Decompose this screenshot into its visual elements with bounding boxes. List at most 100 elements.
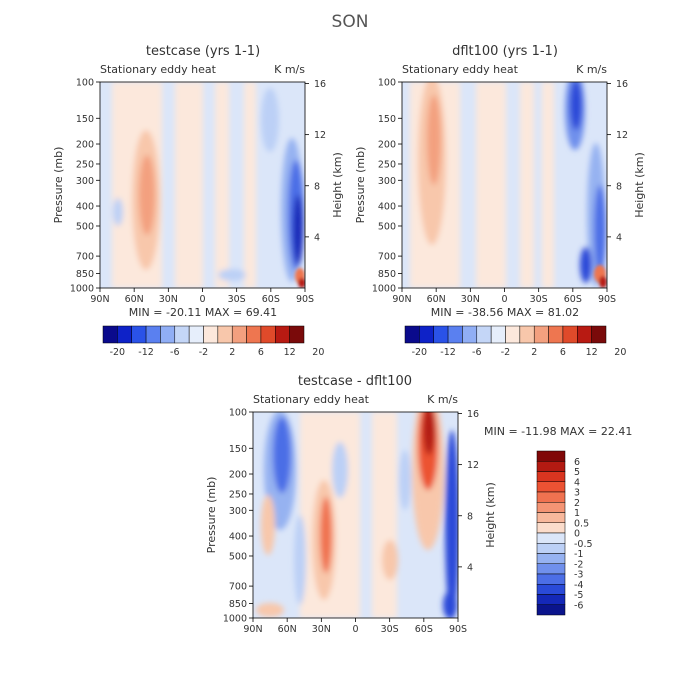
colorbar-label: 0.5 [574,518,589,529]
x-tick-label: 60S [415,624,433,635]
colorbar-label: -6 [170,347,179,358]
y-tick-label: 500 [229,551,247,562]
y-axis-title: Pressure (mb) [205,477,218,554]
x-tick-label: 60N [125,294,144,305]
panel-subtitle: Stationary eddy heat [100,63,217,76]
colorbar-label: 12 [586,347,598,358]
x-tick-label: 30S [228,294,246,305]
panel-units: K m/s [274,63,305,76]
y2-axis-title: Height (km) [484,482,497,548]
y-tick-label: 150 [76,114,94,125]
colorbar-swatch [433,325,449,344]
height-tick-label: 8 [616,181,622,192]
colorbar-swatch [102,325,118,344]
height-tick-label: 8 [467,511,473,522]
colorbar-swatch [536,471,566,482]
colorbar-label: -2 [199,347,208,358]
height-tick-label: 12 [314,130,326,141]
colorbar-label: -12 [138,347,154,358]
y-tick-label: 400 [378,202,396,213]
y-tick-label: 700 [229,582,247,593]
colorbar-swatch [536,481,566,493]
colorbar-swatch [536,522,566,534]
height-tick-label: 16 [314,79,326,90]
y-tick-label: 850 [229,599,247,610]
y-tick-label: 100 [229,408,247,419]
x-tick-label: 30N [159,294,178,305]
colorbar-swatch [117,325,132,344]
height-tick-label: 8 [314,181,320,192]
colorbar-swatch [289,325,305,344]
stats-text: MIN = -11.98 MAX = 22.41 [484,425,632,438]
y-tick-label: 300 [76,176,94,187]
y-tick-label: 200 [229,470,247,481]
x-tick-label: 90S [449,624,467,635]
height-tick-label: 4 [467,562,473,573]
height-tick-label: 16 [616,79,628,90]
x-tick-label: 30S [381,624,399,635]
x-tick-label: 30N [461,294,480,305]
panel-subtitle: Stationary eddy heat [253,393,370,406]
colorbar-swatch [462,325,478,344]
y-tick-label: 100 [378,78,396,89]
colorbar-swatch [591,325,607,344]
y2-axis-title: Height (km) [633,152,646,218]
y-tick-label: 300 [229,506,247,517]
colorbar-swatch [536,461,566,472]
colorbar-swatch [217,325,233,344]
colorbar-label: 6 [258,347,264,358]
x-tick-label: 90S [598,294,616,305]
y-tick-label: 500 [76,221,94,232]
colorbar-label: -20 [110,347,126,358]
x-tick-label: 60S [564,294,582,305]
colorbar-swatch [160,325,176,344]
colorbar: -20 -12 -6 -2 2 6 12 20 [102,325,324,358]
colorbar-swatch [536,604,566,616]
colorbar-label: 5 [574,467,580,478]
y-tick-label: 200 [76,140,94,151]
colorbar-swatch [203,325,219,344]
y-tick-label: 1000 [223,614,247,625]
colorbar-label: -5 [574,590,583,601]
colorbar-swatch [447,325,463,344]
colorbar-swatch [419,325,434,344]
y-axis-title: Pressure (mb) [354,147,367,224]
y-tick-label: 500 [378,221,396,232]
panel-testcase: testcase (yrs 1-1) Stationary eddy heat … [99,44,306,289]
contour-field [402,82,607,288]
colorbar-label: -6 [472,347,481,358]
colorbar-swatch [536,450,566,462]
x-tick-label: 0 [501,294,507,305]
colorbar-swatch [476,325,492,344]
y-axis-title: Pressure (mb) [52,147,65,224]
y-tick-label: 150 [378,114,396,125]
colorbar-label: -0.5 [574,539,593,550]
y-tick-label: 400 [76,202,94,213]
y-tick-label: 850 [76,269,94,280]
colorbar-swatch [536,512,566,523]
main-title: SON [332,12,369,32]
colorbar-swatch [131,325,147,344]
colorbar-label: 12 [284,347,296,358]
colorbar-swatch [536,594,566,605]
x-tick-label: 30S [530,294,548,305]
colorbar-swatch [536,563,566,575]
x-tick-label: 0 [352,624,358,635]
x-tick-label: 60N [427,294,446,305]
colorbar-swatch [519,325,535,344]
colorbar-label: 4 [574,477,580,488]
axes-group: 90N 60N 30N 0 30S 60S 90S 100 150 200 250 300 400 500… [354,78,646,306]
colorbar-label: -20 [412,347,428,358]
colorbar-label: -2 [574,559,583,570]
height-tick-label: 12 [616,130,628,141]
y-tick-label: 250 [76,159,94,170]
height-tick-label: 4 [314,232,320,243]
panel-dflt100: dflt100 (yrs 1-1) Stationary eddy heat K… [401,44,608,289]
y-tick-label: 1000 [70,284,94,295]
colorbar-swatch [404,325,420,344]
colorbar-swatch [174,325,190,344]
axes-group: 90N 60N 30N 0 30S 60S 90S 100 150 200 250 300 400 500… [205,408,497,636]
colorbar-swatch [536,491,566,503]
